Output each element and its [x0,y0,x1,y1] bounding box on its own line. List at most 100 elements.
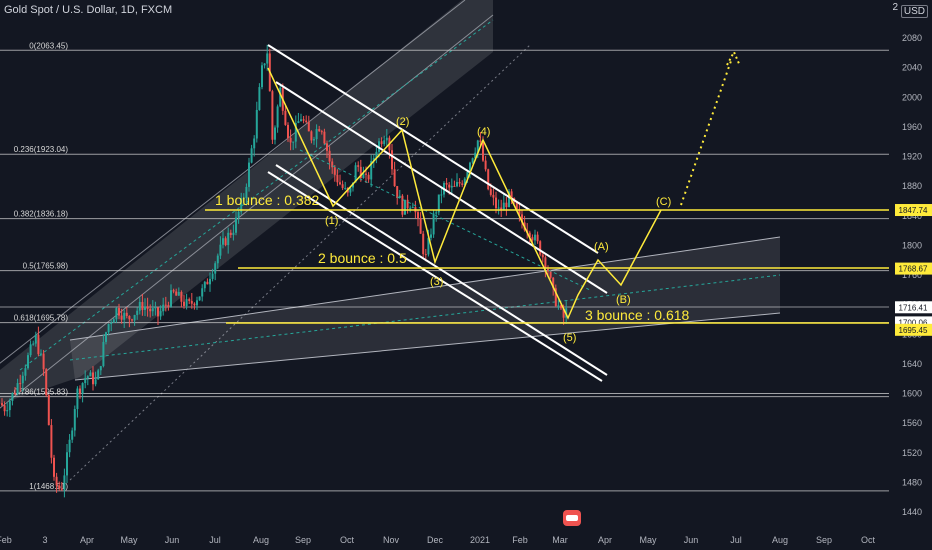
candle-body [55,476,58,486]
candle-body [120,315,123,320]
candle-body [435,212,438,214]
wave-label-4: (4) [477,126,490,138]
candle-body [227,232,230,246]
candle-body [76,388,79,410]
candle-body [32,343,35,345]
falling-channel-upper [267,44,599,254]
y-tick-label: 1480 [902,477,922,487]
candle-body [370,160,373,180]
flat-channel-lower-line [74,312,781,381]
fib-label: 0.5(1765.98) [23,262,69,271]
x-tick-label: Sep [816,535,832,545]
candle-body [214,263,217,274]
time-axis[interactable]: Feb 3 Apr May Jun Jul Aug Sep Oct Nov Dec 2021 Feb Ma… [0,535,875,545]
currency-button[interactable]: USD [900,5,928,18]
candle-body [245,186,248,199]
x-tick-label: Mar [552,535,568,545]
candle-body [84,378,87,384]
candle-body [68,439,71,453]
flat-channel-band [70,237,780,380]
candle-body [326,143,328,151]
candle-body [193,303,196,306]
candle-body [105,332,107,342]
y-tick-label: 1760 [902,270,922,280]
candle-body [261,65,263,88]
x-tick-label: Jun [165,535,180,545]
price-label-text: 1716.41 [899,303,928,312]
candle-body [159,311,162,317]
bounce3-label: 3 bounce : 0.618 [585,307,690,323]
candle-body [305,120,308,123]
candle-body [11,392,14,401]
candle-body [404,199,406,215]
candle-body [24,368,27,376]
candle-body [484,160,487,170]
candle-body [81,383,84,394]
x-tick-label: Nov [383,535,400,545]
candle-body [510,191,513,199]
candle-body [175,291,178,296]
candle-body [289,137,292,143]
candle-body [279,87,282,107]
x-tick-label: Feb [0,535,12,545]
candle-body [432,213,435,235]
y-tick-label: 1920 [902,152,922,162]
candle-body [294,122,297,142]
candle-body [302,119,305,121]
candle-body [479,140,482,142]
fib-label: 0.618(1695.78) [14,314,69,323]
candle-body [128,315,131,320]
candle-body [6,410,9,412]
y-tick-label: 1960 [902,122,922,132]
candle-body [417,212,419,219]
candle-body [552,277,555,289]
candle-body [58,485,61,489]
price-label-box [895,301,932,314]
y-tick-label: 1560 [902,418,922,428]
candle-body [487,169,490,190]
x-tick-label: Sep [295,535,311,545]
candle-body [141,301,144,310]
candle-body [99,366,102,371]
candle-body [253,138,256,149]
candle-body [21,375,24,384]
candle-body [71,430,74,440]
candle-body [560,305,562,309]
candle-body [86,376,89,379]
candle-body [50,425,53,458]
candle-body [406,199,409,209]
y-tick-label: 1640 [902,359,922,369]
candle-body [53,457,55,477]
candle-body [367,174,370,180]
candle-body [206,281,209,285]
candle-body [1,403,3,406]
price-label-box [895,323,932,336]
x-tick-label: May [120,535,138,545]
candle-body [466,172,469,179]
event-marker-icon[interactable] [563,510,581,526]
fib-label: 0(2063.45) [29,41,68,50]
candle-body [528,232,531,238]
candle-body [157,307,159,317]
candle-body [47,395,50,426]
candle-body [258,87,261,110]
price-label-text: 1768.67 [899,265,928,274]
falling-channel-mid [275,81,608,294]
fib-label: 1(1468.51) [29,482,68,491]
candle-body [518,209,521,215]
candle-body [29,344,32,356]
candle-body [240,198,243,212]
candle-body [79,388,81,394]
fib-label: 0.236(1923.04) [14,145,69,154]
candle-body [521,214,523,223]
candle-body [380,141,383,145]
falling-channel-lower-2 [267,171,603,382]
candle-body [437,194,440,213]
candle-body [92,372,94,385]
candle-body [149,308,152,312]
candle-body [549,271,552,278]
candle-body [201,288,204,297]
x-tick-label: Dec [427,535,444,545]
